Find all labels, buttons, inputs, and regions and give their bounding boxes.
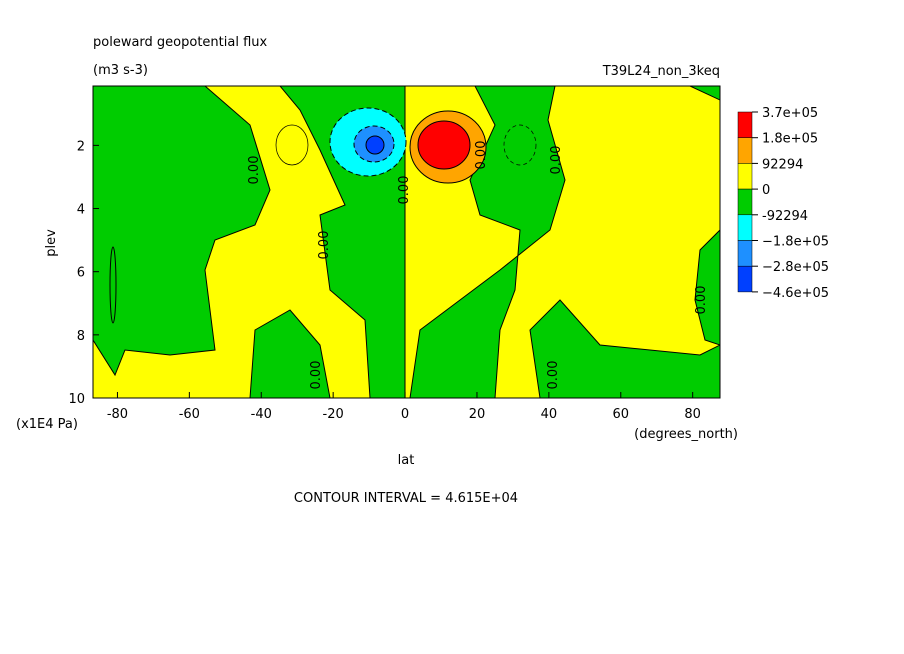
legend-swatch <box>737 214 753 241</box>
x-tick-label: -20 <box>323 407 344 422</box>
x-tick-label: 60 <box>612 407 629 422</box>
field-band <box>694 229 720 346</box>
legend-swatch <box>737 163 753 190</box>
field-band <box>409 86 566 398</box>
y-tick-label: 6 <box>77 266 85 281</box>
field-band <box>365 135 385 155</box>
x-tick-label: 40 <box>541 407 558 422</box>
field: 0.00 0.00 0.00 0.00 0.00 0.00 0.00 0.00 <box>93 86 720 398</box>
legend-label: 1.8e+05 <box>762 132 818 147</box>
x-axis-label: lat <box>398 453 415 468</box>
contour-interval: CONTOUR INTERVAL = 4.615E+04 <box>294 491 518 506</box>
contour-label: 0.00 <box>309 361 324 390</box>
y-tick-label: 8 <box>77 329 85 344</box>
legend-label: −4.6e+05 <box>762 286 829 301</box>
field-band <box>249 309 331 398</box>
y-axis-label: plev <box>44 229 59 257</box>
legend-label: −2.8e+05 <box>762 260 829 275</box>
contour-line <box>275 124 309 166</box>
legend-swatch <box>737 240 753 267</box>
contour-label: 0.00 <box>317 231 332 260</box>
field-band <box>93 86 271 377</box>
plot-frame <box>92 85 721 399</box>
x-tick-label: -80 <box>107 407 128 422</box>
y-tick-label: 2 <box>77 139 85 154</box>
contour-label: 0.00 <box>474 141 489 170</box>
field-band <box>689 86 720 101</box>
legend-label: 3.7e+05 <box>762 106 818 121</box>
x-axis-units: (degrees_north) <box>634 427 738 442</box>
field-band <box>529 299 720 398</box>
legend-label: -92294 <box>762 209 808 224</box>
contour-line <box>503 124 537 166</box>
chart-subtitle: (m3 s-3) <box>93 63 148 78</box>
x-tick-label: 0 <box>401 407 409 422</box>
y-tick-label: 10 <box>68 392 85 407</box>
legend-label: 92294 <box>762 157 803 172</box>
x-tick-label: 20 <box>469 407 486 422</box>
legend-swatch <box>737 188 753 216</box>
legend-swatch <box>737 265 753 293</box>
chart-title: poleward geopotential flux <box>93 35 268 50</box>
legend-label: 0 <box>762 183 770 198</box>
contour-line <box>109 246 117 324</box>
field-band <box>417 120 471 170</box>
dataset-label: T39L24_non_3keq <box>602 64 720 79</box>
x-tick-label: -60 <box>179 407 200 422</box>
contour-label: 0.00 <box>397 176 412 205</box>
x-tick-label: 80 <box>684 407 701 422</box>
y-tick-label: 4 <box>77 203 85 218</box>
legend-label: −1.8e+05 <box>762 235 829 250</box>
legend-swatch <box>737 111 753 138</box>
y-axis-units: (x1E4 Pa) <box>16 417 78 432</box>
contour-label: 0.00 <box>546 361 561 390</box>
legend-swatch <box>737 137 753 164</box>
contour-label: 0.00 <box>549 146 564 175</box>
contour-label: 0.00 <box>247 156 262 185</box>
contour-label: 0.00 <box>694 286 709 315</box>
x-tick-label: -40 <box>251 407 272 422</box>
